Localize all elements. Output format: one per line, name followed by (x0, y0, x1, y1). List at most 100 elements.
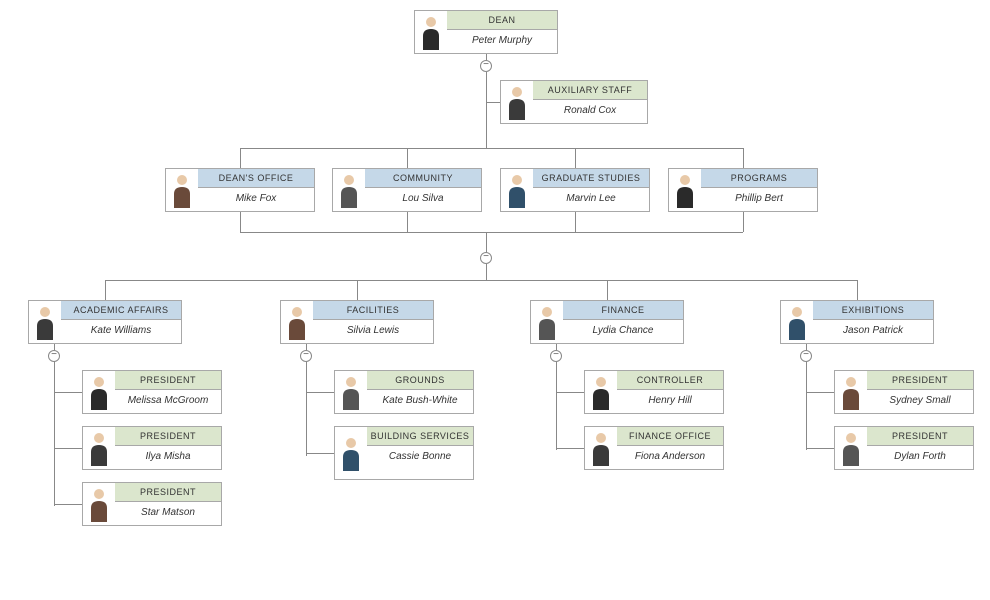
org-node-dean[interactable]: DEANPeter Murphy (414, 10, 558, 54)
node-title: COMMUNITY (365, 169, 481, 188)
org-node-grad[interactable]: GRADUATE STUDIESMarvin Lee (500, 168, 650, 212)
connector (105, 280, 857, 281)
org-node-president3[interactable]: PRESIDENTStar Matson (82, 482, 222, 526)
connector (486, 264, 487, 280)
node-title: FINANCE (563, 301, 683, 320)
node-name: Dylan Forth (867, 446, 973, 467)
person-photo (501, 169, 533, 211)
connector (54, 392, 82, 393)
org-node-deans_off[interactable]: DEAN'S OFFICEMike Fox (165, 168, 315, 212)
org-node-programs[interactable]: PROGRAMSPhillip Bert (668, 168, 818, 212)
connector (743, 212, 744, 232)
person-photo (835, 427, 867, 469)
node-name: Phillip Bert (701, 188, 817, 209)
connector (407, 148, 408, 168)
connector (556, 448, 584, 449)
org-node-facilities[interactable]: FACILITIESSilvia Lewis (280, 300, 434, 344)
org-node-president4[interactable]: PRESIDENTSydney Small (834, 370, 974, 414)
person-photo (531, 301, 563, 343)
connector (575, 212, 576, 232)
person-photo (835, 371, 867, 413)
node-name: Ronald Cox (533, 100, 647, 121)
connector (357, 280, 358, 300)
org-node-finoffice[interactable]: FINANCE OFFICEFiona Anderson (584, 426, 724, 470)
connector (54, 344, 55, 506)
collapse-toggle[interactable] (550, 350, 562, 362)
org-node-building[interactable]: BUILDING SERVICESCassie Bonne (334, 426, 474, 480)
org-chart: DEANPeter Murphy AUXILIARY STAFFRonald Co… (0, 0, 990, 600)
node-title: PRESIDENT (867, 371, 973, 390)
collapse-toggle[interactable] (480, 60, 492, 72)
org-node-president5[interactable]: PRESIDENTDylan Forth (834, 426, 974, 470)
org-node-president1[interactable]: PRESIDENTMelissa McGroom (82, 370, 222, 414)
org-node-exhib[interactable]: EXHIBITIONSJason Patrick (780, 300, 934, 344)
connector (240, 148, 743, 149)
person-photo (415, 11, 447, 53)
node-name: Sydney Small (867, 390, 973, 411)
collapse-toggle[interactable] (48, 350, 60, 362)
person-photo (83, 483, 115, 525)
org-node-controller[interactable]: CONTROLLERHenry Hill (584, 370, 724, 414)
node-title: AUXILIARY STAFF (533, 81, 647, 100)
node-name: Melissa McGroom (115, 390, 221, 411)
collapse-toggle[interactable] (300, 350, 312, 362)
connector (486, 72, 487, 142)
org-node-community[interactable]: COMMUNITYLou Silva (332, 168, 482, 212)
node-name: Lydia Chance (563, 320, 683, 341)
person-photo (781, 301, 813, 343)
node-name: Fiona Anderson (617, 446, 723, 467)
org-node-grounds[interactable]: GROUNDSKate Bush-White (334, 370, 474, 414)
connector (575, 148, 576, 168)
connector (240, 148, 241, 168)
connector (306, 453, 334, 454)
person-photo (281, 301, 313, 343)
node-title: ACADEMIC AFFAIRS (61, 301, 181, 320)
node-name: Henry Hill (617, 390, 723, 411)
node-name: Mike Fox (198, 188, 314, 209)
connector (105, 280, 106, 300)
person-photo (335, 427, 367, 479)
node-title: BUILDING SERVICES (367, 427, 473, 446)
node-name: Cassie Bonne (367, 446, 473, 467)
person-photo (501, 81, 533, 123)
connector (54, 504, 82, 505)
person-photo (166, 169, 198, 211)
person-photo (669, 169, 701, 211)
node-title: PRESIDENT (115, 371, 221, 390)
connector (306, 392, 334, 393)
node-title: FACILITIES (313, 301, 433, 320)
connector (857, 280, 858, 300)
node-name: Peter Murphy (447, 30, 557, 51)
connector (806, 392, 834, 393)
node-title: DEAN'S OFFICE (198, 169, 314, 188)
node-title: GRADUATE STUDIES (533, 169, 649, 188)
org-node-president2[interactable]: PRESIDENTIlya Misha (82, 426, 222, 470)
node-title: PRESIDENT (867, 427, 973, 446)
connector (486, 102, 500, 103)
connector (240, 212, 241, 232)
collapse-toggle[interactable] (800, 350, 812, 362)
node-title: FINANCE OFFICE (617, 427, 723, 446)
collapse-toggle[interactable] (480, 252, 492, 264)
node-name: Lou Silva (365, 188, 481, 209)
org-node-finance[interactable]: FINANCELydia Chance (530, 300, 684, 344)
connector (240, 232, 743, 233)
org-node-academic[interactable]: ACADEMIC AFFAIRSKate Williams (28, 300, 182, 344)
node-title: DEAN (447, 11, 557, 30)
person-photo (333, 169, 365, 211)
node-name: Star Matson (115, 502, 221, 523)
org-node-aux[interactable]: AUXILIARY STAFFRonald Cox (500, 80, 648, 124)
connector (743, 148, 744, 168)
person-photo (585, 371, 617, 413)
connector (54, 448, 82, 449)
person-photo (29, 301, 61, 343)
connector (556, 392, 584, 393)
connector (607, 280, 608, 300)
node-name: Jason Patrick (813, 320, 933, 341)
node-name: Kate Williams (61, 320, 181, 341)
node-title: PROGRAMS (701, 169, 817, 188)
node-name: Ilya Misha (115, 446, 221, 467)
node-name: Silvia Lewis (313, 320, 433, 341)
connector (486, 142, 487, 148)
connector (407, 212, 408, 232)
